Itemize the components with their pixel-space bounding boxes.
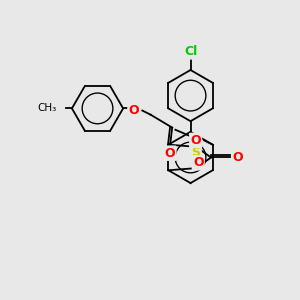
Text: O: O (193, 156, 203, 169)
Text: CH₃: CH₃ (38, 103, 57, 113)
Text: Cl: Cl (184, 45, 197, 58)
Text: S: S (192, 146, 201, 159)
Text: O: O (165, 147, 175, 160)
Text: O: O (190, 134, 201, 147)
Text: O: O (128, 104, 139, 117)
Text: O: O (232, 151, 243, 164)
